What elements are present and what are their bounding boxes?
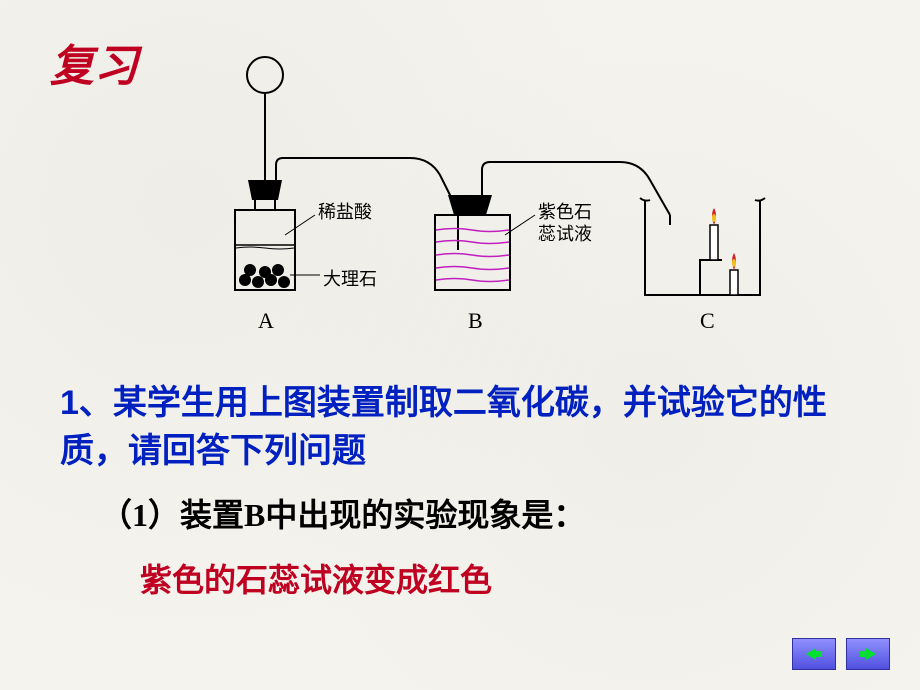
label-b: B	[468, 308, 483, 334]
question-body: 某学生用上图装置制取二氧化碳，并试验它的性质，请回答下列问题	[60, 384, 827, 470]
chemistry-diagram: 稀盐酸 大理石 紫色石 蕊试液 A B C	[200, 50, 800, 350]
label-a: A	[258, 308, 274, 334]
label-hcl: 稀盐酸	[318, 198, 372, 224]
apparatus-c	[640, 198, 765, 295]
nav-next-button[interactable]	[846, 638, 890, 670]
slide-title: 复习	[50, 30, 138, 94]
arrow-right-icon	[858, 646, 878, 662]
label-litmus-2: 蕊试液	[538, 220, 592, 246]
answer-text: 紫色的石蕊试液变成红色	[140, 555, 492, 601]
sub-question-label: （1）	[100, 497, 180, 533]
sub-question-text: 装置B中出现的实验现象是：	[180, 497, 585, 533]
sub-question: （1）装置B中出现的实验现象是：	[100, 490, 860, 536]
nav-prev-button[interactable]	[792, 638, 836, 670]
label-marble: 大理石	[323, 265, 377, 291]
label-c: C	[700, 308, 715, 334]
question-number: 1、	[60, 384, 113, 422]
nav-controls	[792, 638, 890, 670]
arrow-left-icon	[804, 646, 824, 662]
apparatus-a	[235, 57, 455, 290]
question-text: 1、某学生用上图装置制取二氧化碳，并试验它的性质，请回答下列问题	[60, 380, 880, 475]
